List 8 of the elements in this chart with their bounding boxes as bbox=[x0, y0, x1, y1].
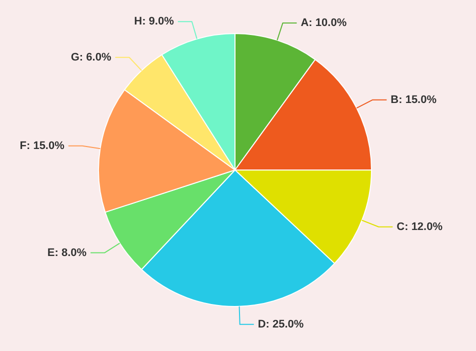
slice-label: D: 25.0% bbox=[258, 318, 304, 330]
slice-label: A: 10.0% bbox=[300, 17, 347, 30]
slice-label: H: 9.0% bbox=[134, 16, 174, 28]
slice-label: G: 6.0% bbox=[70, 51, 112, 64]
slice-label: E: 8.0% bbox=[47, 246, 87, 259]
slice-label: B: 15.0% bbox=[390, 94, 437, 106]
slice-label: C: 12.0% bbox=[396, 220, 443, 233]
slice-label: F: 15.0% bbox=[20, 140, 65, 152]
